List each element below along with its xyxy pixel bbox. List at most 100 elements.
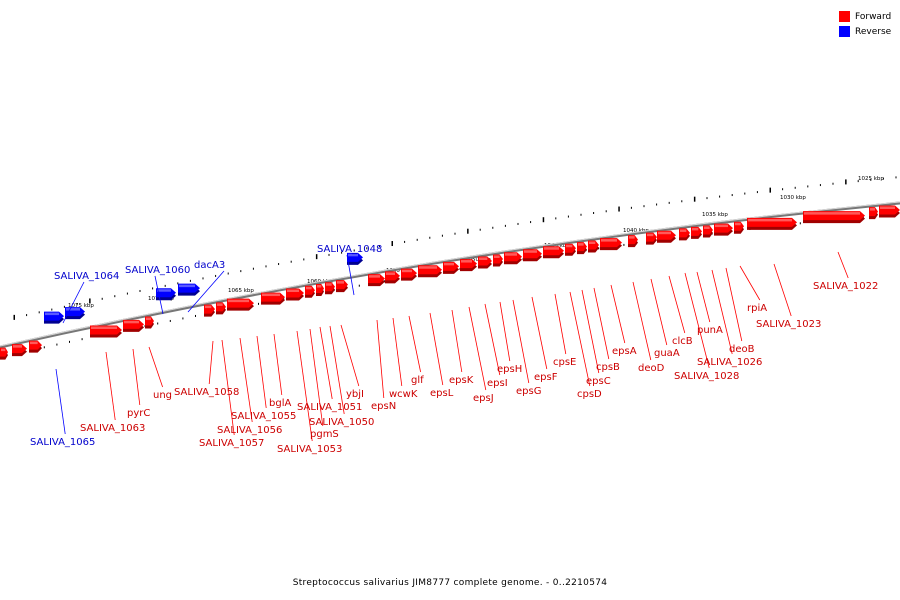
scale-tick (189, 279, 191, 282)
gene-label: cpsE (553, 357, 576, 368)
scale-tick (164, 284, 166, 287)
label-leader-line (346, 254, 355, 296)
scale-tick (542, 217, 545, 223)
label-leader-line (187, 270, 225, 313)
label-leader-line (62, 281, 85, 324)
gene-label: SALIVA_1063 (80, 423, 145, 434)
scale-tick (706, 197, 708, 200)
scale-tick (731, 194, 733, 197)
label-leader-line (329, 325, 345, 415)
scale-tick-label: 1025 kbp (858, 176, 884, 182)
label-leader-line (773, 263, 792, 317)
scale-dot (182, 317, 184, 320)
gene-arrow (12, 344, 27, 357)
gene-label: SALIVA_1050 (309, 417, 374, 428)
gene-arrow (600, 238, 622, 251)
scale-tick (479, 228, 481, 231)
scale-tick (114, 295, 116, 298)
gene-arrow (443, 261, 459, 274)
gene-arrow (803, 211, 865, 224)
scale-tick (530, 221, 532, 224)
gene-label: cpsD (577, 389, 602, 400)
scale-tick (895, 176, 897, 179)
scale-tick (227, 272, 229, 275)
label-leader-line (154, 275, 164, 315)
gene-label: SALIVA_1057 (199, 438, 264, 449)
scale-tick (681, 200, 683, 203)
gene-arrow (347, 252, 363, 265)
gene-arrow (646, 232, 657, 245)
gene-arrow (679, 228, 690, 241)
scale-tick (429, 236, 431, 239)
gene-arrow (29, 340, 42, 353)
gene-arrow (0, 347, 8, 360)
scale-tick (152, 287, 154, 290)
scale-tick (101, 297, 103, 300)
gene-arrow (305, 285, 315, 298)
scale-tick (504, 224, 506, 227)
gene-arrow (227, 298, 254, 311)
gene-label: SALIVA_1048 (317, 244, 382, 255)
gene-arrow (523, 249, 542, 262)
label-leader-line (296, 330, 313, 442)
label-leader-line (319, 326, 333, 400)
label-leader-line (105, 351, 116, 421)
scale-dot (56, 343, 58, 346)
scale-tick (89, 298, 91, 304)
gene-label: SALIVA_1064 (54, 271, 119, 282)
label-leader-line (148, 346, 163, 388)
gene-arrow (123, 319, 144, 332)
scale-dot (169, 319, 171, 322)
label-leader-line (221, 339, 235, 436)
scale-tick (328, 253, 330, 256)
scale-tick (492, 226, 494, 229)
scale-tick (819, 184, 821, 187)
scale-tick-label: 1045 kbp (544, 243, 570, 249)
label-leader-line (739, 265, 761, 301)
label-leader-line (632, 281, 652, 361)
gene-label: ung (153, 390, 172, 401)
gene-arrow (401, 268, 417, 281)
gene-arrow (325, 282, 335, 295)
scale-tick (126, 292, 128, 295)
gene-label: SALIVA_1060 (125, 265, 190, 276)
label-leader-line (376, 319, 385, 399)
gene-arrow (543, 246, 564, 259)
scale-tick (215, 274, 217, 277)
label-leader-line (531, 296, 548, 370)
gene-label: SALIVA_1056 (217, 425, 282, 436)
label-leader-line (208, 340, 214, 385)
gene-label: glf (411, 375, 424, 386)
scale-tick (38, 311, 40, 314)
scale-tick (63, 305, 65, 308)
gene-arrow (478, 256, 492, 269)
gene-arrow (577, 242, 587, 255)
gene-label: deoD (638, 363, 665, 374)
gene-label: clcB (672, 336, 693, 347)
gene-label: SALIVA_1055 (231, 411, 296, 422)
scale-tick (567, 215, 569, 218)
gene-label: SALIVA_1051 (297, 402, 362, 413)
scale-tick (265, 265, 267, 268)
gene-label: SALIVA_1028 (674, 371, 739, 382)
label-leader-line (650, 278, 668, 346)
gene-arrow (504, 252, 522, 265)
gene-arrow (261, 292, 285, 305)
label-leader-line (593, 287, 610, 360)
gene-label: epsC (586, 376, 611, 387)
gene-label: guaA (654, 348, 680, 359)
gene-arrow (869, 207, 878, 220)
scale-tick (605, 210, 607, 213)
scale-tick (882, 177, 884, 180)
gene-arrow (216, 302, 226, 315)
label-leader-line (468, 306, 487, 391)
gene-label: epsF (534, 372, 558, 383)
gene-arrows (0, 205, 900, 360)
gene-arrow (734, 221, 744, 234)
gene-label: SALIVA_1022 (813, 281, 878, 292)
scale-tick (278, 263, 280, 266)
scale-dot (157, 322, 159, 325)
genome-backbone (0, 201, 900, 349)
scale-tick (26, 314, 28, 317)
gene-arrow (286, 288, 304, 301)
